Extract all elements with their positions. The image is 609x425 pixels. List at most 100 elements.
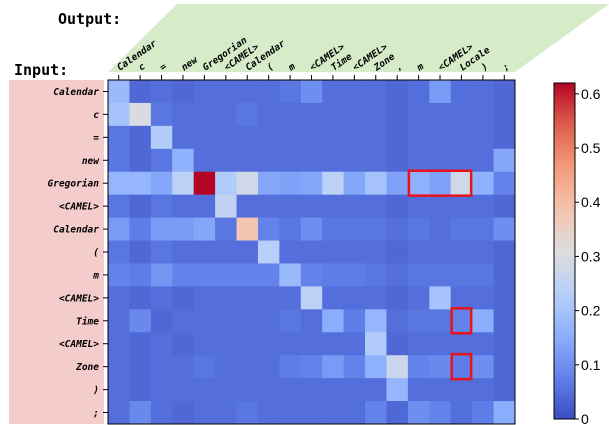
heatmap-cell [129,80,152,104]
output-token-label: ; [501,61,512,73]
heatmap-cell [450,171,473,196]
heatmap-cell [108,240,130,264]
heatmap-cell [450,102,473,127]
heatmap-cell [300,80,323,104]
heatmap-cell [343,80,366,104]
heatmap-cell [236,148,259,173]
heatmap-cell [279,102,302,127]
heatmap-cell [257,378,280,402]
heatmap-cell [322,263,345,287]
heatmap-cell [108,125,130,150]
heatmap-cell [257,171,280,196]
heatmap-cell [236,309,259,333]
heatmap-cell [429,102,452,127]
heatmap-cell [450,378,473,402]
heatmap-cell [300,309,323,333]
colorbar-tick-label: 0.1 [581,357,601,373]
colorbar [553,82,576,420]
input-token-label: m [92,270,99,281]
heatmap-cell [279,263,302,287]
heatmap-cell [365,355,387,379]
heatmap-cell [493,240,516,264]
heatmap-cell [322,171,345,196]
input-token-label: Calendar [53,87,99,98]
heatmap-cell [108,80,130,104]
heatmap-cell [300,401,323,425]
heatmap-cell [300,217,323,241]
heatmap-cell [279,355,302,379]
heatmap-cell [343,125,366,150]
heatmap-cell [322,125,345,150]
heatmap-cell [150,102,173,127]
heatmap-cell [236,125,259,150]
heatmap-cell [215,355,237,379]
heatmap-cell [493,125,516,150]
heatmap-cell [322,332,345,356]
heatmap-cell [236,355,259,379]
heatmap-cell [493,102,516,127]
heatmap-cell [429,286,452,310]
heatmap-cell [407,355,430,379]
heatmap-cell [386,194,409,218]
heatmap-cell [407,378,430,402]
heatmap-cell [108,171,130,196]
heatmap-cell [343,332,366,356]
heatmap-cell [150,240,173,264]
heatmap-cell [386,332,409,356]
highlight-box [407,169,473,197]
heatmap-cell [429,217,452,241]
heatmap-cell [279,332,302,356]
heatmap-cell [129,148,152,173]
heatmap-cell [386,125,409,150]
heatmap-cell [129,240,152,264]
heatmap-cell [300,171,323,196]
heatmap-cell [279,194,302,218]
heatmap-cell [150,217,173,241]
heatmap-cell [172,171,195,196]
heatmap-cell [193,80,216,104]
heatmap-cell [300,240,323,264]
heatmap-cell [493,378,516,402]
input-token-label: c [93,110,99,121]
heatmap-cell [129,171,152,196]
heatmap-cell [215,217,237,241]
heatmap-cell [407,125,430,150]
heatmap-cell [343,102,366,127]
heatmap-cell [472,217,494,241]
heatmap-cell [407,240,430,264]
heatmap-cell [129,332,152,356]
heatmap-cell [236,171,259,196]
output-token-label: , [394,61,405,73]
heatmap-cell [450,286,473,310]
heatmap-cell [150,378,173,402]
heatmap-cell [472,102,494,127]
heatmap-cell [172,263,195,287]
heatmap-cell [493,148,516,173]
heatmap-cell [386,263,409,287]
heatmap-cell [450,263,473,287]
heatmap-cell [365,378,387,402]
heatmap-cell [429,171,452,196]
heatmap-cell [300,148,323,173]
heatmap-cell [193,217,216,241]
heatmap-cell [108,148,130,173]
heatmap-cell [365,263,387,287]
heatmap-cell [365,102,387,127]
heatmap-cell [257,240,280,264]
heatmap-cell [386,148,409,173]
colorbar-tick-label: 0.2 [581,303,601,319]
heatmap-cell [193,332,216,356]
heatmap-cell [493,194,516,218]
heatmap-cell [172,378,195,402]
heatmap-cell [108,378,130,402]
heatmap-cell [215,401,237,425]
heatmap-cell [279,217,302,241]
heatmap-cell [472,240,494,264]
heatmap-cell [279,378,302,402]
heatmap-cell [150,80,173,104]
heatmap-cell [472,194,494,218]
heatmap-cell [322,309,345,333]
input-token-label: new [82,156,100,167]
heatmap-cell [215,171,237,196]
